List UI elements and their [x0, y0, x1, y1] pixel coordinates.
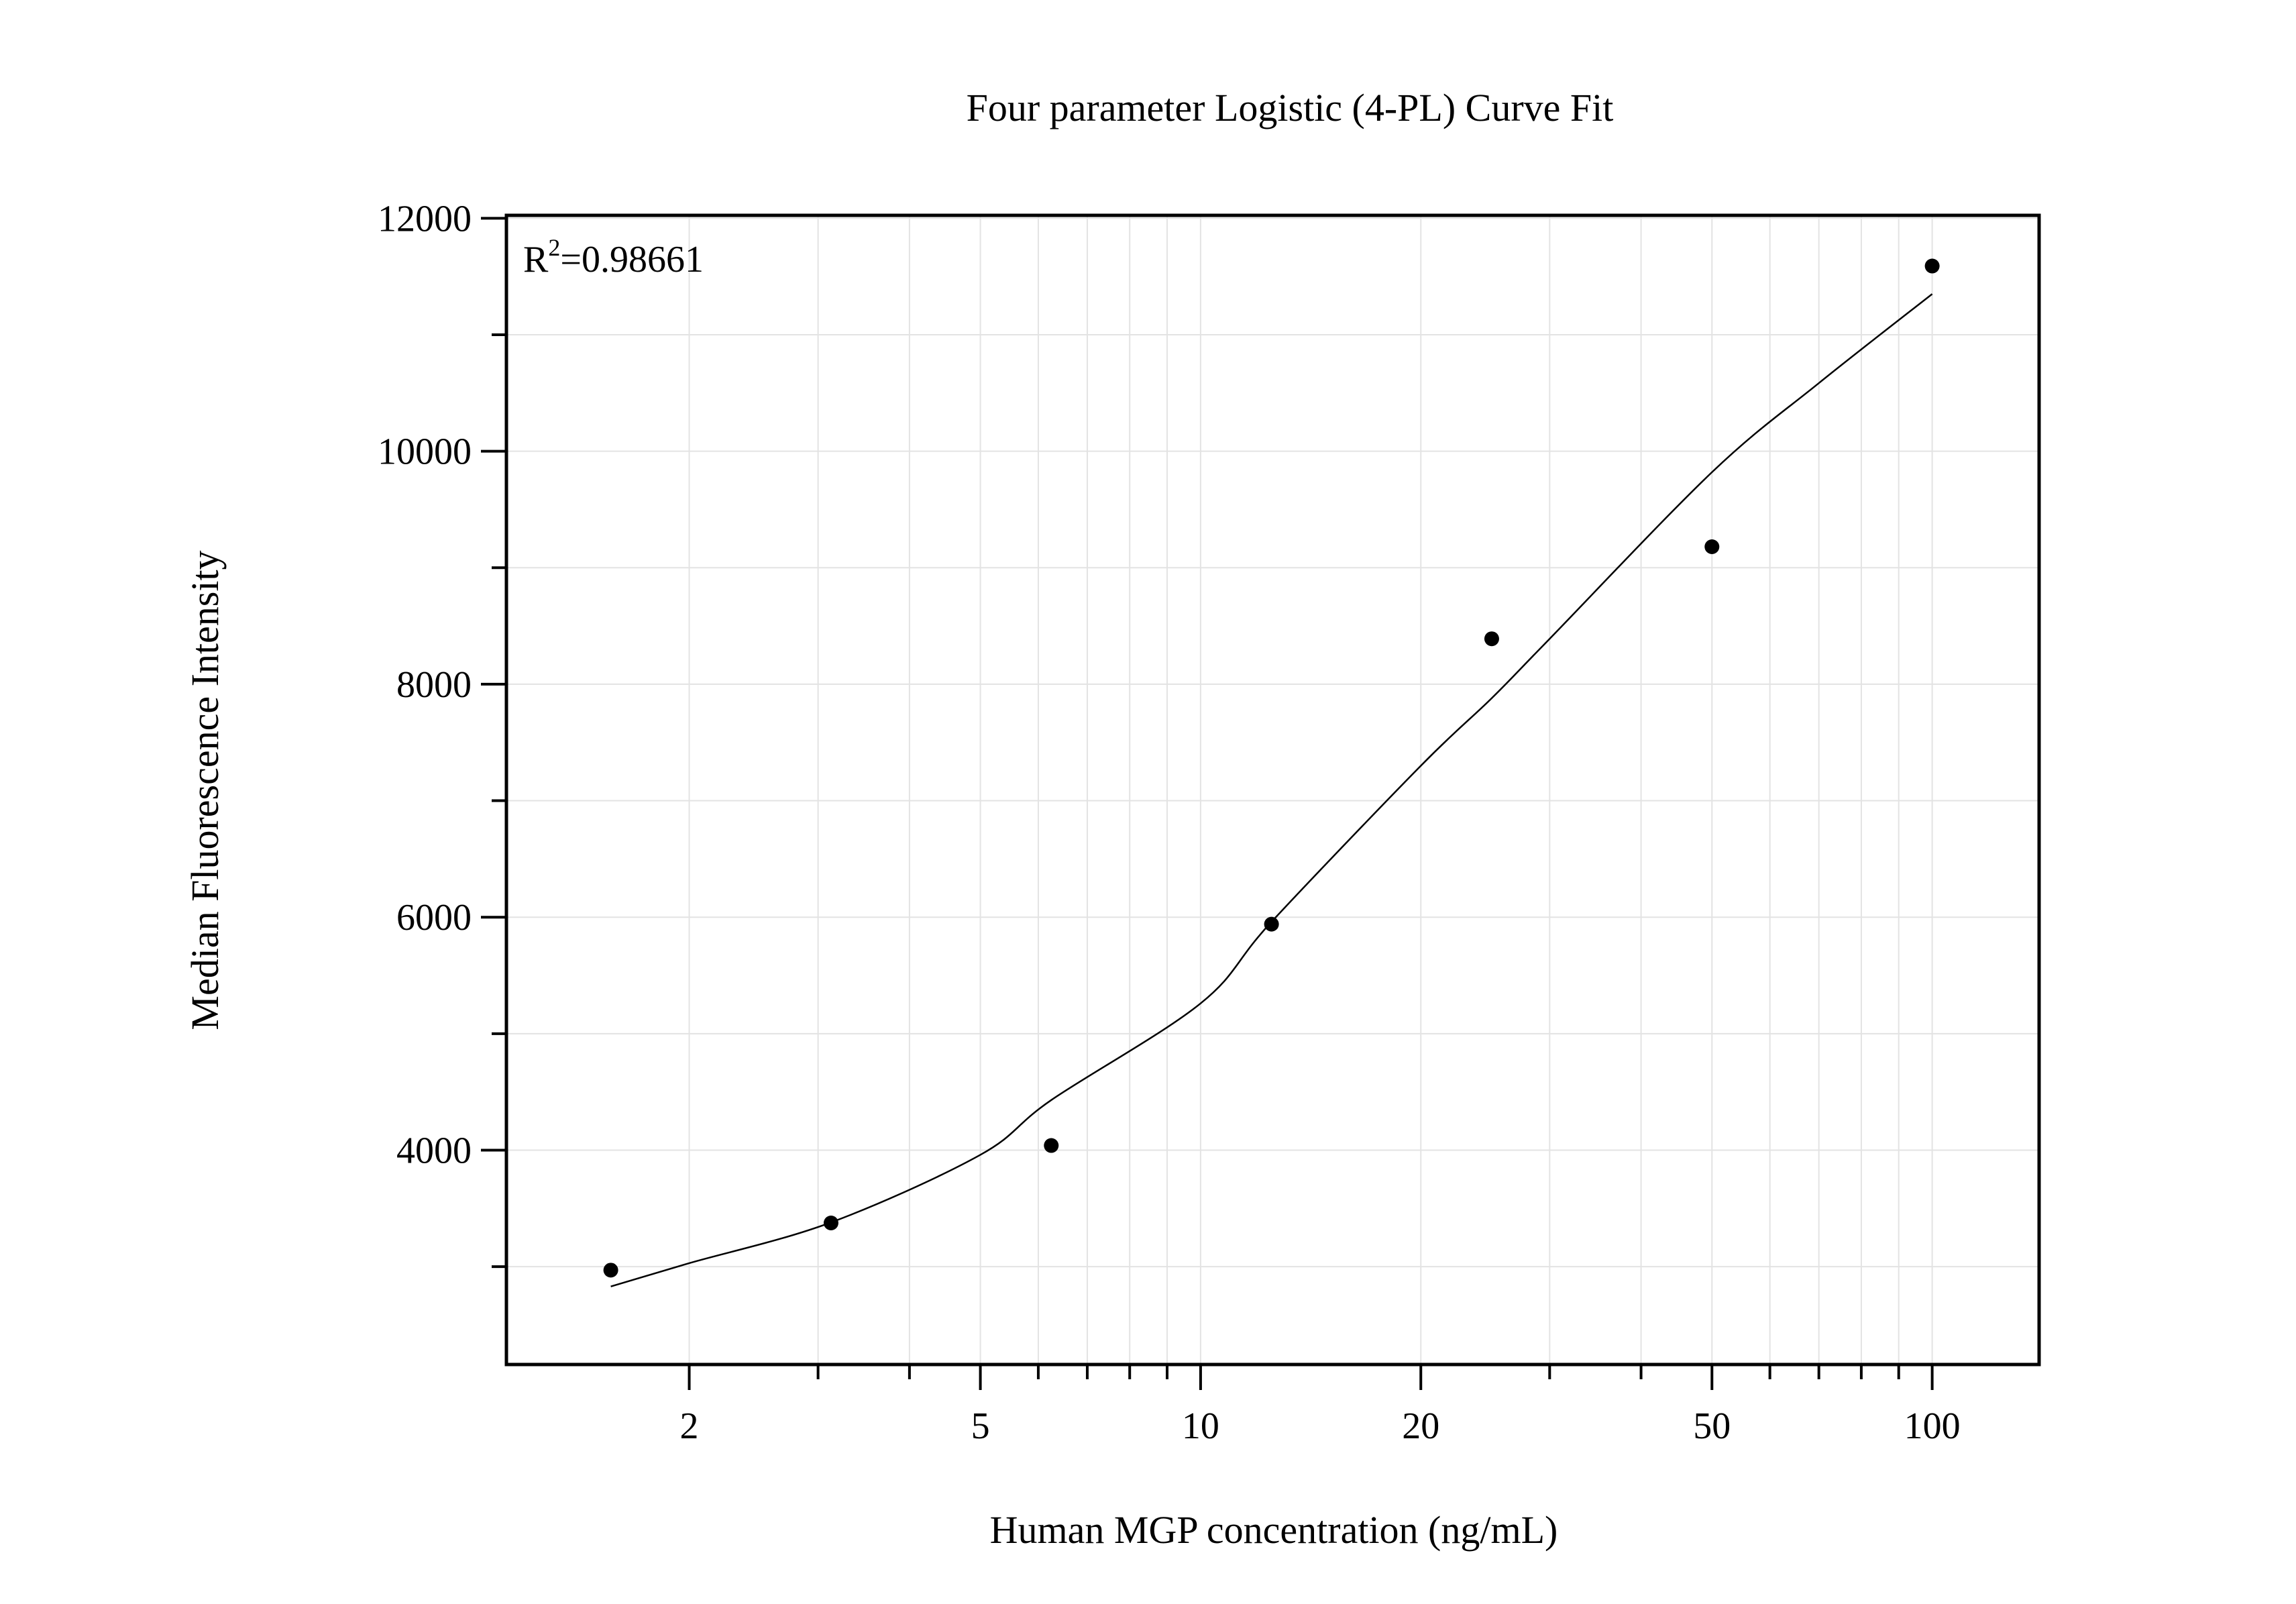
- x-tick-label: 10: [1182, 1405, 1219, 1447]
- data-point: [823, 1216, 838, 1231]
- y-tick-label: 10000: [378, 431, 472, 473]
- y-axis-label: Median Fluorescence Intensity: [183, 550, 227, 1030]
- data-points: [603, 258, 1940, 1278]
- data-point: [1264, 916, 1279, 932]
- x-axis-label: Human MGP concentration (ng/mL): [990, 1508, 1558, 1552]
- r-squared-annotation: R2=0.98661: [523, 234, 704, 280]
- data-point: [1484, 631, 1499, 647]
- x-tick-label: 100: [1904, 1405, 1961, 1447]
- data-point: [603, 1263, 618, 1278]
- chart-title: Four parameter Logistic (4-PL) Curve Fit: [967, 86, 1614, 129]
- data-point: [1924, 258, 1940, 274]
- x-tick-label: 5: [971, 1405, 990, 1447]
- data-point: [1704, 539, 1720, 555]
- ticks: 2 5 10 20 50 100 4000 6000 8000 10000 12000: [378, 198, 1961, 1447]
- y-tick-label: 12000: [378, 198, 472, 239]
- plot-frame: [504, 213, 2041, 1367]
- x-tick-label: 2: [680, 1405, 699, 1447]
- x-tick-label: 50: [1693, 1405, 1731, 1447]
- fit-curve: [610, 293, 1933, 1287]
- data-point: [1044, 1138, 1059, 1153]
- fit-curve-group: [610, 293, 1933, 1287]
- x-tick-label: 20: [1402, 1405, 1439, 1447]
- y-tick-label: 6000: [396, 897, 472, 939]
- grid: [506, 215, 2039, 1365]
- y-tick-label: 4000: [396, 1130, 472, 1171]
- y-tick-label: 8000: [396, 664, 472, 706]
